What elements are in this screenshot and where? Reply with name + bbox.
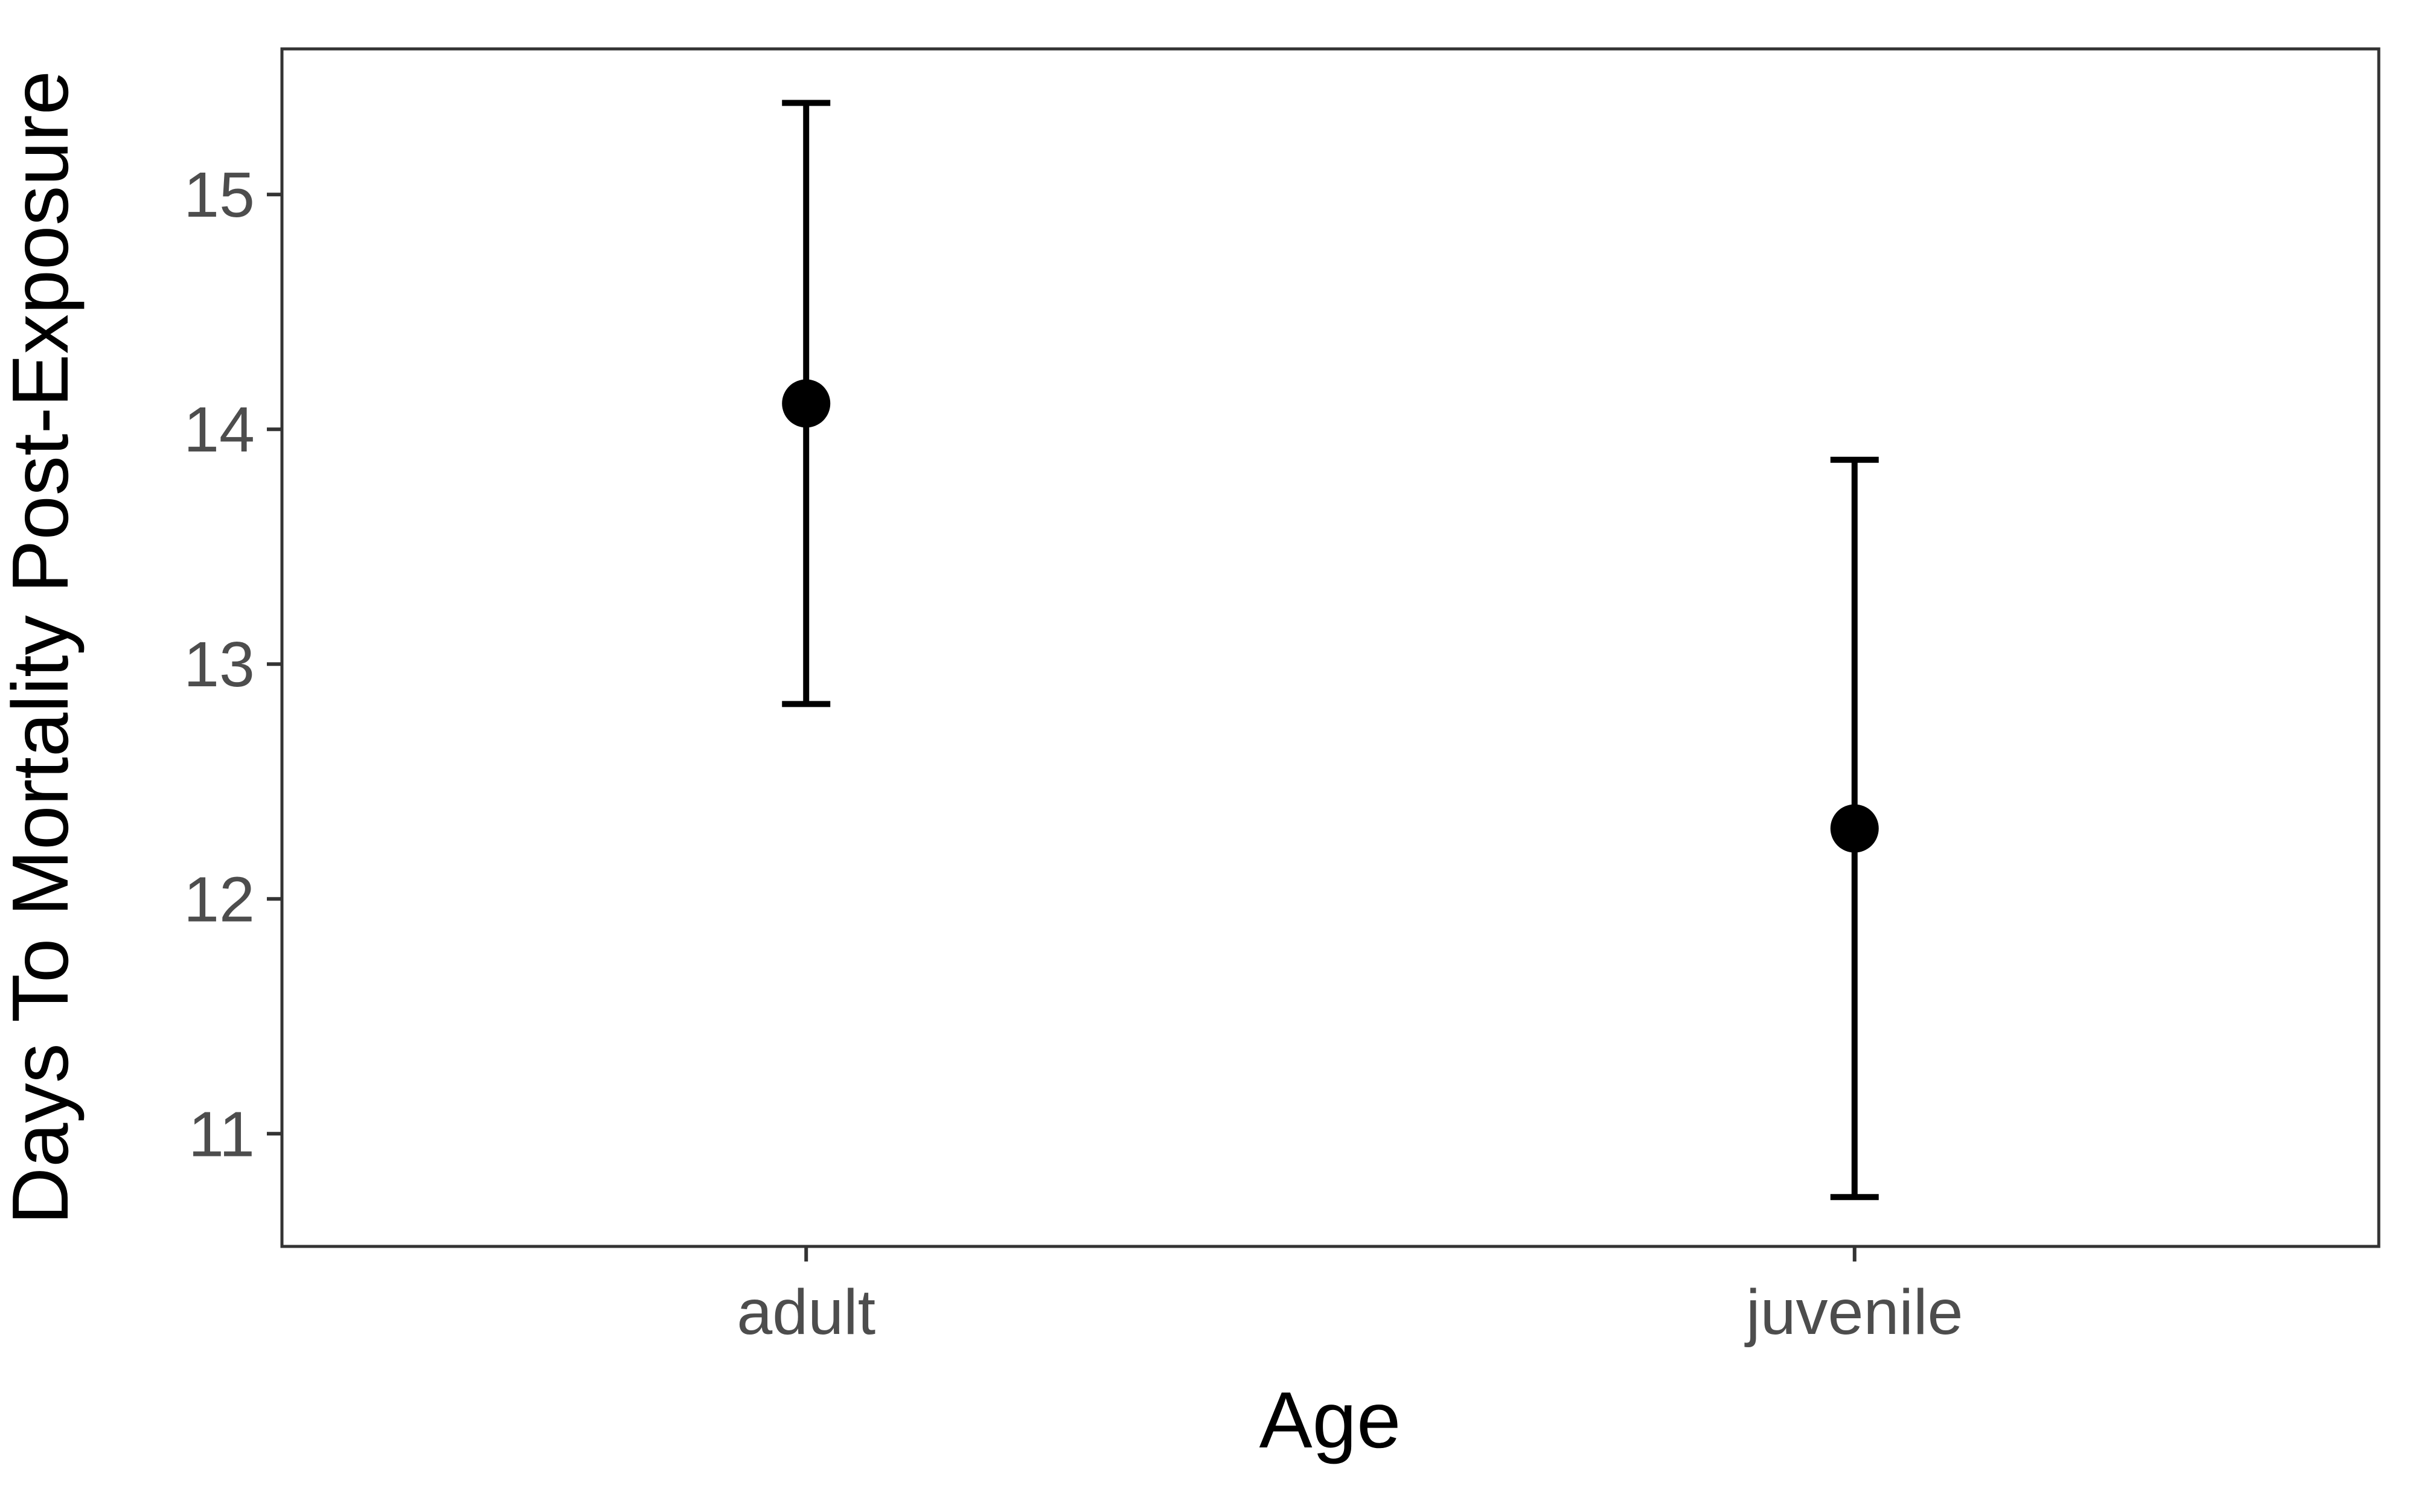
data-point-juvenile: [1830, 804, 1879, 853]
x-tick-label: juvenile: [1744, 1277, 1963, 1348]
x-axis-title: Age: [1259, 1376, 1401, 1464]
x-tick-label: adult: [737, 1277, 875, 1348]
errorbar-juvenile: [1830, 456, 1879, 1201]
errorbar-adult: [782, 100, 831, 707]
y-axis: 11 12 13 14 15: [184, 159, 282, 1170]
y-tick-label: 14: [184, 394, 255, 465]
y-tick-label: 12: [184, 864, 255, 935]
y-axis-title: Days To Mortality Post-Exposure: [0, 71, 85, 1225]
y-tick-label: 13: [184, 629, 255, 700]
panel-border: [280, 47, 2381, 1248]
data-point-adult: [782, 379, 831, 428]
y-tick-label: 15: [184, 159, 255, 231]
y-tick-label: 11: [188, 1099, 255, 1170]
data-marks: [782, 100, 1879, 1201]
x-axis: adult juvenile: [737, 1246, 1963, 1348]
